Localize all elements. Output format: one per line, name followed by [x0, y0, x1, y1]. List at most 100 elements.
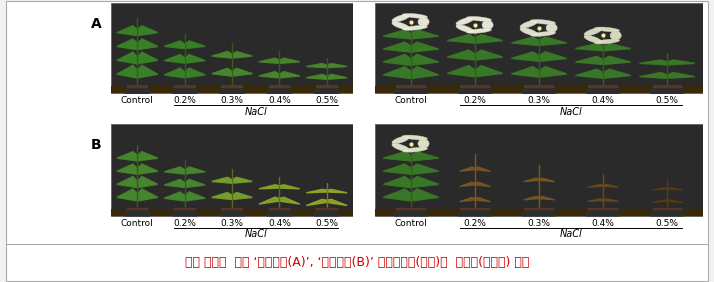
Bar: [268, 208, 290, 210]
Polygon shape: [117, 52, 137, 64]
Ellipse shape: [402, 147, 428, 152]
Polygon shape: [306, 199, 327, 206]
Polygon shape: [511, 37, 539, 45]
Ellipse shape: [456, 17, 474, 25]
Polygon shape: [211, 177, 232, 183]
Polygon shape: [220, 86, 244, 93]
Polygon shape: [523, 196, 539, 200]
Polygon shape: [458, 86, 492, 93]
Polygon shape: [383, 67, 411, 78]
Ellipse shape: [610, 31, 621, 40]
Polygon shape: [259, 58, 279, 63]
Ellipse shape: [402, 14, 428, 18]
Bar: [221, 208, 243, 210]
Polygon shape: [411, 30, 438, 39]
Bar: [375, 209, 703, 216]
Polygon shape: [164, 54, 185, 63]
Polygon shape: [267, 208, 291, 216]
Polygon shape: [460, 197, 475, 202]
Polygon shape: [458, 208, 492, 216]
Polygon shape: [117, 39, 137, 50]
Ellipse shape: [392, 144, 410, 151]
Polygon shape: [448, 66, 475, 77]
Ellipse shape: [531, 19, 555, 24]
Polygon shape: [137, 177, 158, 188]
Ellipse shape: [520, 28, 538, 36]
Polygon shape: [259, 197, 279, 204]
Polygon shape: [232, 177, 253, 183]
Text: B: B: [91, 138, 101, 153]
Text: 0.4%: 0.4%: [592, 219, 615, 228]
Polygon shape: [327, 63, 347, 68]
Polygon shape: [603, 56, 630, 65]
Polygon shape: [279, 185, 300, 189]
Polygon shape: [327, 199, 347, 206]
Polygon shape: [211, 68, 232, 76]
Polygon shape: [448, 50, 475, 60]
Bar: [126, 85, 149, 88]
Ellipse shape: [584, 35, 602, 43]
Polygon shape: [411, 67, 438, 78]
Bar: [268, 85, 290, 88]
Polygon shape: [394, 208, 428, 216]
Ellipse shape: [520, 20, 538, 28]
Polygon shape: [314, 86, 339, 93]
Polygon shape: [185, 41, 205, 49]
Polygon shape: [475, 34, 503, 43]
Bar: [396, 208, 426, 210]
Polygon shape: [650, 86, 684, 93]
Polygon shape: [164, 179, 185, 188]
Bar: [461, 208, 490, 210]
Bar: [111, 209, 353, 216]
Polygon shape: [327, 190, 347, 193]
Polygon shape: [394, 86, 428, 93]
Text: 0.4%: 0.4%: [268, 96, 291, 105]
Bar: [174, 208, 196, 210]
Polygon shape: [259, 185, 279, 189]
Polygon shape: [411, 177, 438, 188]
Bar: [174, 85, 196, 88]
Polygon shape: [475, 197, 491, 202]
Polygon shape: [586, 208, 620, 216]
Polygon shape: [667, 72, 695, 78]
Polygon shape: [603, 69, 630, 78]
Text: 0.3%: 0.3%: [221, 96, 243, 105]
Ellipse shape: [456, 25, 474, 33]
Polygon shape: [211, 192, 232, 199]
Polygon shape: [164, 192, 185, 201]
Text: NaCl: NaCl: [560, 230, 583, 239]
Text: Control: Control: [121, 96, 154, 105]
Polygon shape: [164, 68, 185, 78]
Polygon shape: [164, 167, 185, 174]
Bar: [375, 3, 703, 93]
Polygon shape: [306, 74, 327, 79]
Polygon shape: [314, 208, 339, 216]
Polygon shape: [511, 67, 539, 77]
Bar: [653, 85, 682, 88]
Text: 0.4%: 0.4%: [268, 219, 291, 228]
Bar: [653, 208, 682, 210]
Bar: [524, 208, 554, 210]
Polygon shape: [211, 52, 232, 58]
Polygon shape: [279, 72, 300, 78]
Bar: [396, 85, 426, 88]
Bar: [375, 124, 703, 216]
Bar: [111, 86, 353, 93]
Polygon shape: [137, 152, 158, 161]
Polygon shape: [667, 188, 683, 190]
Ellipse shape: [594, 39, 620, 44]
Polygon shape: [652, 188, 667, 190]
Bar: [375, 86, 703, 93]
Polygon shape: [220, 208, 244, 216]
Ellipse shape: [482, 20, 493, 30]
Text: A: A: [91, 17, 102, 31]
Polygon shape: [383, 189, 411, 201]
Bar: [111, 3, 353, 93]
Polygon shape: [539, 37, 567, 45]
Polygon shape: [411, 189, 438, 201]
Ellipse shape: [466, 16, 491, 21]
Polygon shape: [383, 42, 411, 52]
Polygon shape: [460, 182, 475, 186]
Ellipse shape: [418, 139, 429, 148]
Polygon shape: [185, 179, 205, 188]
